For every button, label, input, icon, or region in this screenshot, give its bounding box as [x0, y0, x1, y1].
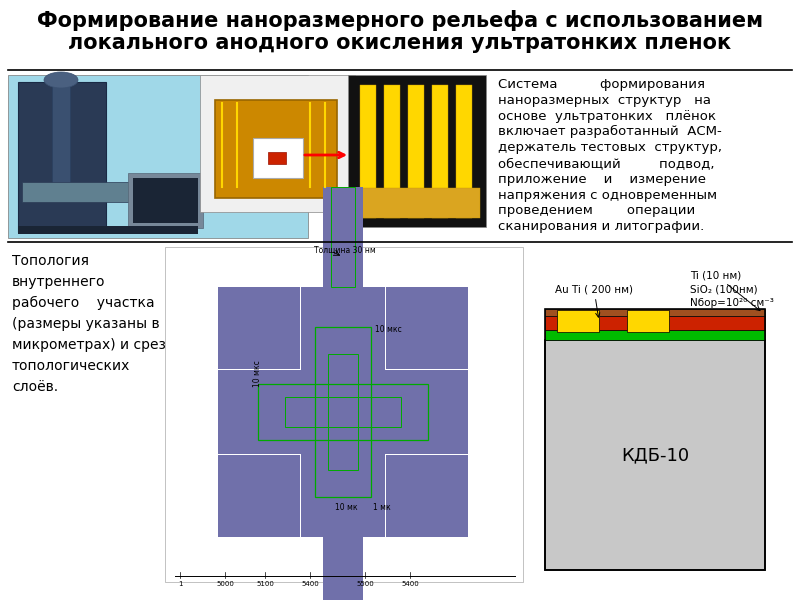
Bar [315, 327, 371, 497]
Bar [384, 85, 400, 218]
Text: приложение    и    измерение: приложение и измерение [498, 173, 706, 186]
Bar [348, 75, 486, 227]
Bar [258, 384, 428, 440]
Text: держатель тестовых  структур,: держатель тестовых структур, [498, 141, 722, 154]
Text: 10 мкс: 10 мкс [253, 360, 262, 387]
Text: микрометрах) и срез: микрометрах) и срез [12, 338, 166, 352]
Bar [128, 173, 203, 228]
Text: 10 мк: 10 мк [335, 503, 358, 512]
Bar [328, 354, 358, 470]
Bar [52, 84, 70, 192]
Bar [165, 247, 523, 582]
Text: 1: 1 [178, 581, 182, 587]
Bar [200, 75, 355, 212]
Text: проведением        операции: проведением операции [498, 205, 695, 217]
Bar [545, 330, 765, 340]
Text: слоёв.: слоёв. [12, 380, 58, 394]
Bar [456, 85, 472, 218]
Text: (размеры указаны в: (размеры указаны в [12, 317, 160, 331]
Text: наноразмерных  структур   на: наноразмерных структур на [498, 94, 711, 107]
Bar [432, 85, 448, 218]
Bar [545, 309, 765, 316]
Bar [22, 182, 217, 202]
Bar [253, 138, 303, 178]
Bar [360, 188, 480, 218]
Bar [386, 287, 468, 369]
Bar [218, 455, 300, 537]
Text: Топология: Топология [12, 254, 89, 268]
Text: 5400: 5400 [401, 581, 419, 587]
Bar [386, 455, 468, 537]
Bar [215, 100, 337, 198]
Bar [545, 316, 765, 330]
Bar [8, 75, 308, 238]
Bar [285, 397, 401, 427]
Text: 1 мк: 1 мк [373, 503, 390, 512]
Text: 5500: 5500 [356, 581, 374, 587]
Bar [218, 370, 468, 454]
Text: обеспечивающий         подвод,: обеспечивающий подвод, [498, 157, 714, 170]
Bar [545, 309, 765, 570]
Text: SiO₂ (100нм): SiO₂ (100нм) [690, 284, 758, 294]
Bar [323, 537, 363, 600]
Bar [301, 287, 385, 537]
Text: Толщина 30 нм: Толщина 30 нм [314, 246, 376, 255]
Bar [268, 152, 286, 164]
Bar [545, 340, 765, 570]
Text: Система          формирования: Система формирования [498, 78, 705, 91]
Text: напряжения с одновременным: напряжения с одновременным [498, 188, 717, 202]
Text: 5400: 5400 [301, 581, 319, 587]
Text: КДБ-10: КДБ-10 [621, 446, 689, 464]
Text: Ti (10 нм): Ti (10 нм) [690, 270, 760, 311]
Text: локального анодного окисления ультратонких пленок: локального анодного окисления ультратонк… [69, 33, 731, 53]
Text: Nбор=10²⁰ см⁻³: Nбор=10²⁰ см⁻³ [690, 298, 774, 308]
Text: 10 мкс: 10 мкс [375, 325, 402, 334]
Text: рабочего    участка: рабочего участка [12, 296, 154, 310]
Text: включает разработанный  АСМ-: включает разработанный АСМ- [498, 125, 722, 139]
Bar [627, 310, 669, 332]
Bar [18, 82, 106, 232]
Text: 5000: 5000 [216, 581, 234, 587]
Bar [331, 187, 355, 287]
Bar [18, 226, 198, 234]
Bar [557, 310, 599, 332]
Text: основе  ультратонких   плёнок: основе ультратонких плёнок [498, 110, 716, 122]
Text: 5100: 5100 [256, 581, 274, 587]
Bar [408, 85, 424, 218]
Bar [133, 178, 198, 223]
Bar [360, 85, 376, 218]
Bar [218, 287, 300, 369]
Text: внутреннего: внутреннего [12, 275, 106, 289]
Text: Формирование наноразмерного рельефа с использованием: Формирование наноразмерного рельефа с ис… [37, 10, 763, 31]
Bar [323, 187, 363, 287]
Ellipse shape [44, 72, 78, 88]
Text: Au Ti ( 200 нм): Au Ti ( 200 нм) [555, 284, 633, 317]
Text: сканирования и литографии.: сканирования и литографии. [498, 220, 704, 233]
Text: топологических: топологических [12, 359, 130, 373]
